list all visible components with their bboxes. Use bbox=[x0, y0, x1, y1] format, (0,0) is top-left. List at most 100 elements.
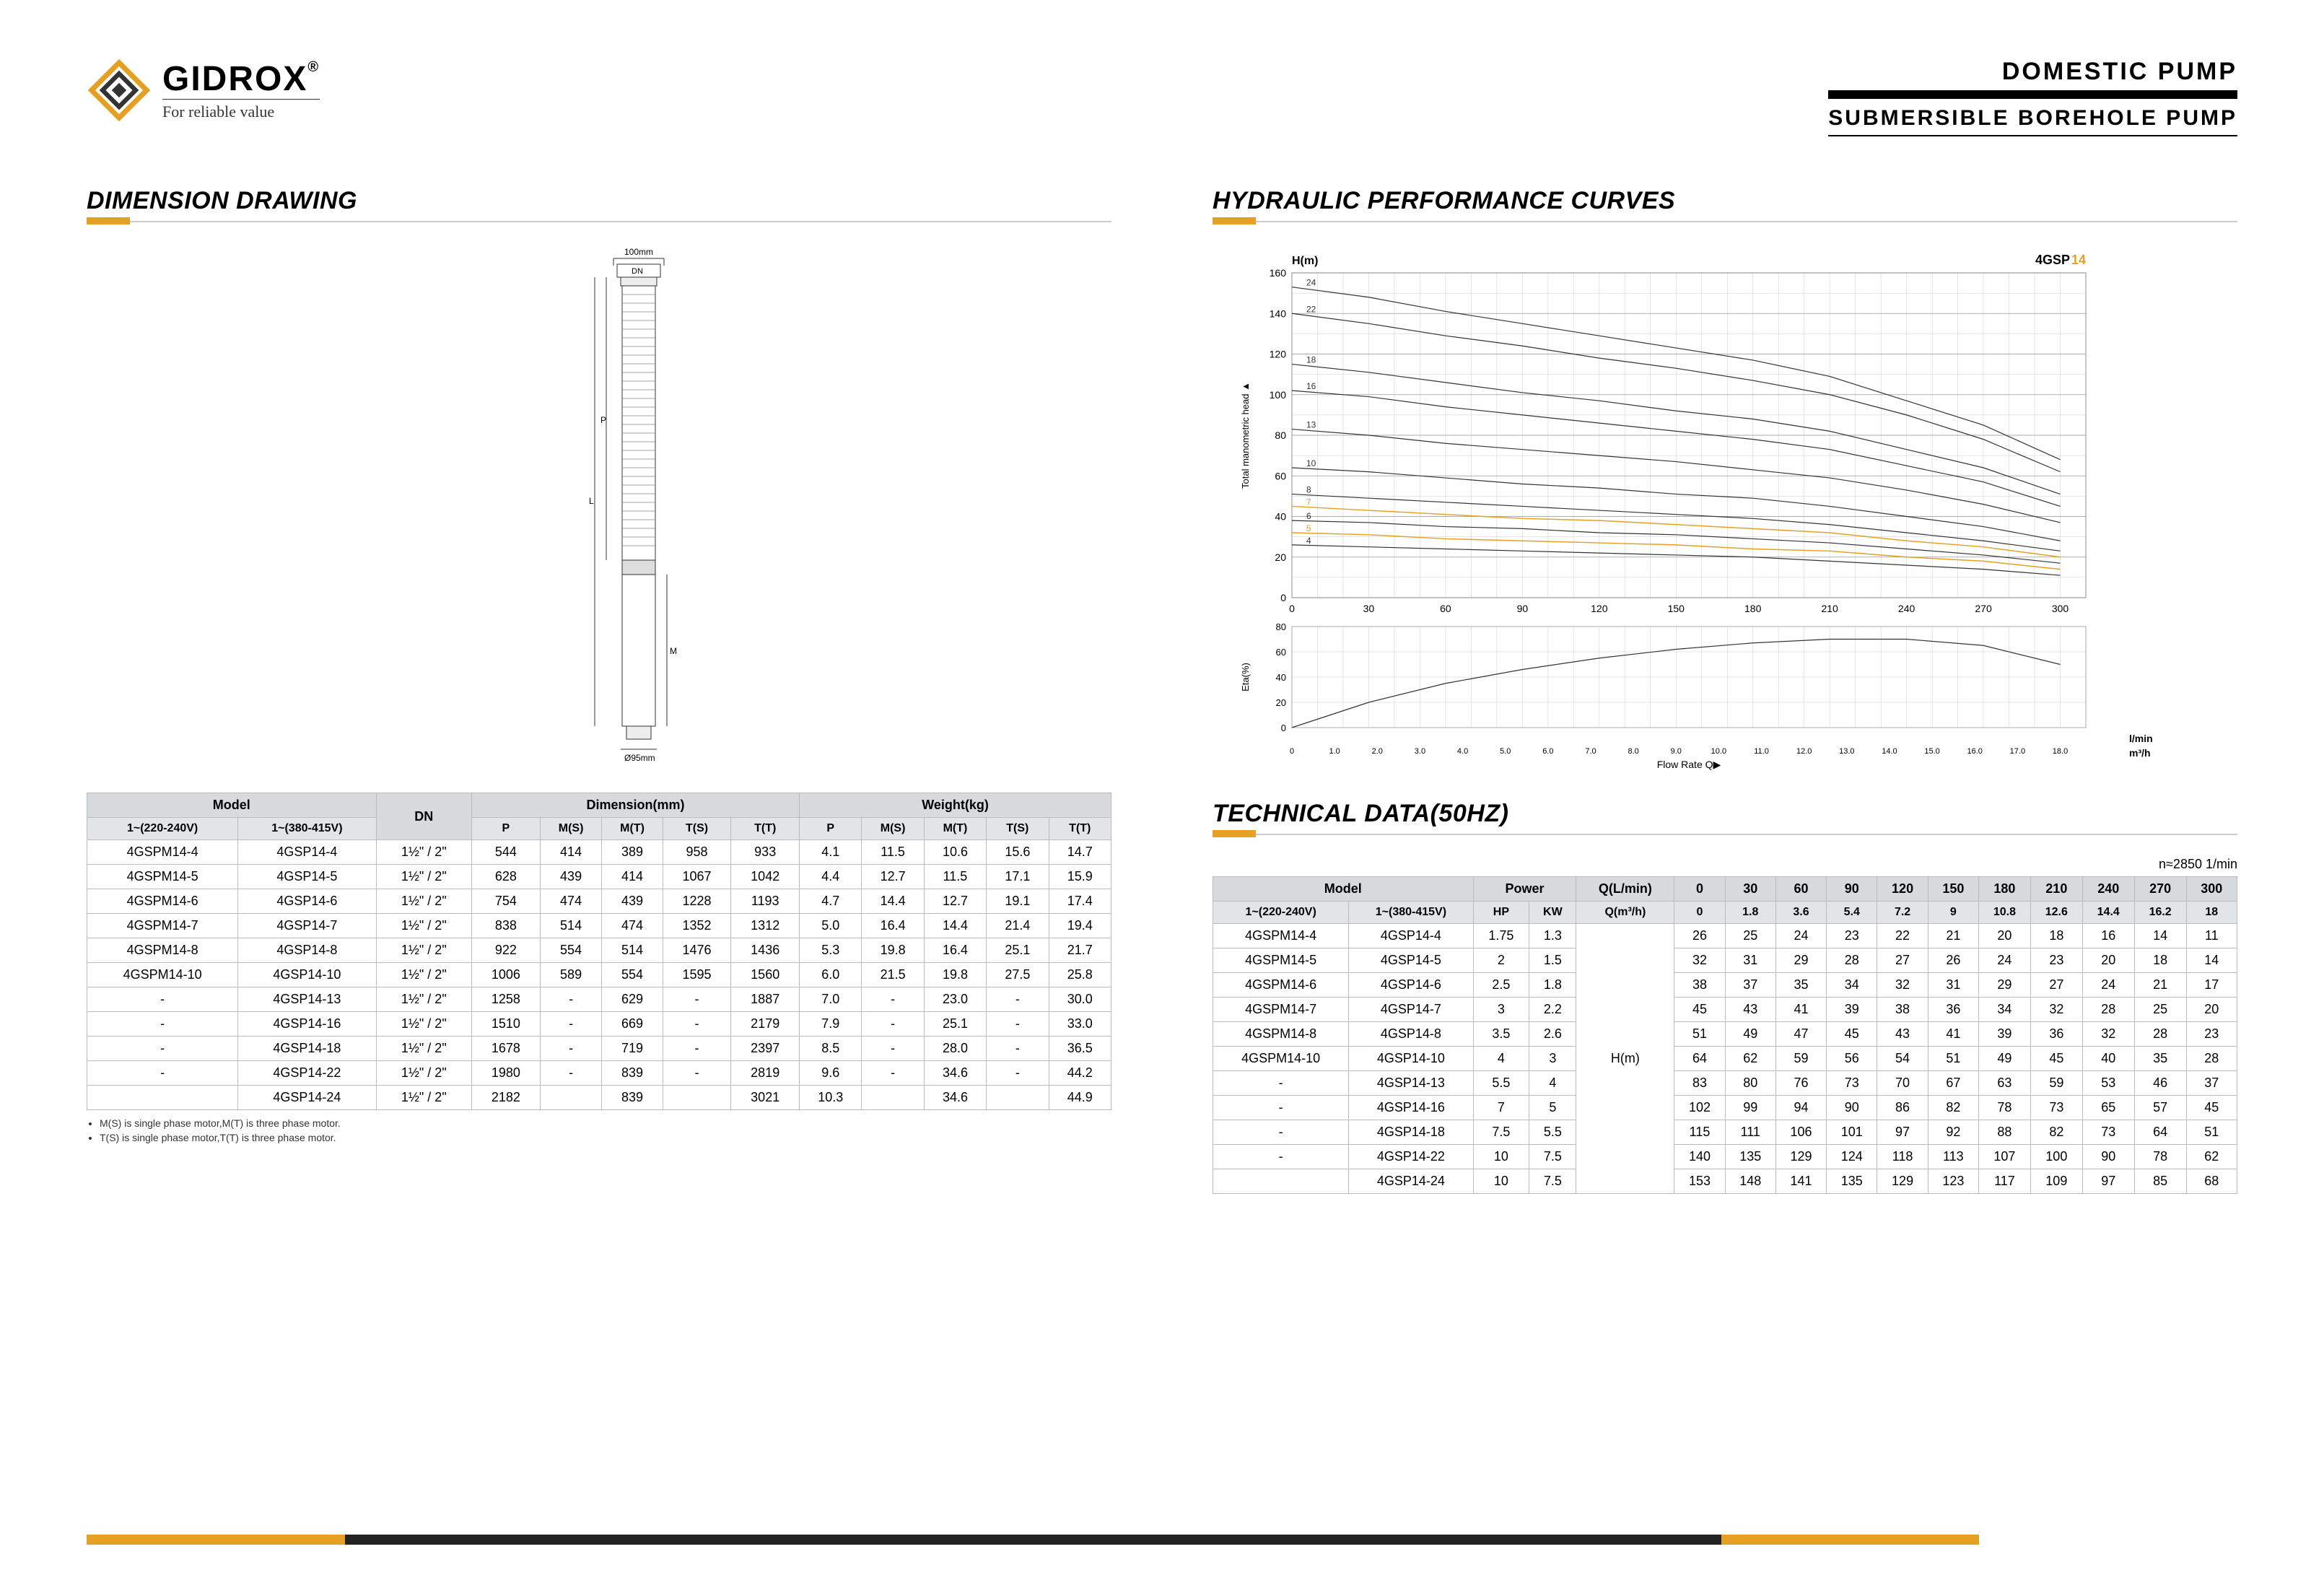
svg-text:30: 30 bbox=[1363, 603, 1375, 614]
svg-text:24: 24 bbox=[1306, 278, 1316, 288]
table-row: -4GSP14-135.548380767370676359534637 bbox=[1213, 1071, 2237, 1096]
svg-text:3.0: 3.0 bbox=[1415, 747, 1425, 756]
svg-text:7.0: 7.0 bbox=[1585, 747, 1596, 756]
svg-text:M: M bbox=[670, 646, 677, 656]
speed-note: n≈2850 1/min bbox=[1213, 857, 2237, 872]
logo: GIDROX® For reliable value bbox=[87, 58, 320, 123]
svg-text:5.0: 5.0 bbox=[1500, 747, 1511, 756]
svg-text:Eta(%): Eta(%) bbox=[1240, 663, 1251, 692]
svg-text:17.0: 17.0 bbox=[2010, 747, 2025, 756]
svg-text:0: 0 bbox=[1289, 603, 1295, 614]
svg-text:7: 7 bbox=[1306, 497, 1311, 507]
svg-text:60: 60 bbox=[1275, 470, 1286, 481]
svg-text:L: L bbox=[589, 496, 594, 506]
table-row: -4GSP14-221½" / 2"1980-839-28199.6-34.6-… bbox=[87, 1061, 1111, 1086]
svg-text:18.0: 18.0 bbox=[2053, 747, 2068, 756]
right-column: HYDRAULIC PERFORMANCE CURVES 02040608010… bbox=[1213, 180, 2237, 1194]
svg-text:60: 60 bbox=[1276, 647, 1286, 658]
title-main: DOMESTIC PUMP bbox=[1828, 58, 2237, 99]
table-row: -4GSP14-167510299949086827873655745 bbox=[1213, 1096, 2237, 1120]
table-row: 4GSPM14-74GSP14-732.24543413938363432282… bbox=[1213, 998, 2237, 1022]
svg-text:8.0: 8.0 bbox=[1628, 747, 1638, 756]
svg-text:180: 180 bbox=[1744, 603, 1762, 614]
svg-text:4.0: 4.0 bbox=[1457, 747, 1468, 756]
svg-text:60: 60 bbox=[1440, 603, 1451, 614]
svg-text:H(m): H(m) bbox=[1292, 255, 1318, 267]
table-row: 4GSPM14-84GSP14-81½" / 2"922554514147614… bbox=[87, 938, 1111, 963]
svg-text:13.0: 13.0 bbox=[1839, 747, 1854, 756]
dimension-drawing: 100mm DN P L M bbox=[87, 244, 1111, 793]
section-curves: HYDRAULIC PERFORMANCE CURVES bbox=[1213, 180, 2237, 222]
dimension-footnotes: M(S) is single phase motor,M(T) is three… bbox=[87, 1117, 1111, 1143]
svg-text:13: 13 bbox=[1306, 420, 1316, 430]
svg-text:6: 6 bbox=[1306, 511, 1311, 521]
table-row: 4GSP14-241½" / 2"2182839302110.334.644.9 bbox=[87, 1086, 1111, 1110]
label-top: 100mm bbox=[624, 247, 653, 257]
svg-text:18: 18 bbox=[1306, 355, 1316, 365]
table-row: 4GSPM14-74GSP14-71½" / 2"838514474135213… bbox=[87, 914, 1111, 938]
title-sub: SUBMERSIBLE BOREHOLE PUMP bbox=[1828, 106, 2237, 136]
svg-text:150: 150 bbox=[1668, 603, 1685, 614]
svg-text:0: 0 bbox=[1290, 747, 1294, 756]
svg-text:P: P bbox=[600, 415, 606, 425]
left-column: DIMENSION DRAWING 100mm DN P bbox=[87, 180, 1111, 1194]
table-row: 4GSPM14-54GSP14-51½" / 2"628439414106710… bbox=[87, 865, 1111, 889]
table-row: -4GSP14-131½" / 2"1258-629-18877.0-23.0-… bbox=[87, 987, 1111, 1012]
svg-text:120: 120 bbox=[1270, 349, 1287, 360]
footer-bar bbox=[87, 1535, 2237, 1545]
svg-text:9.0: 9.0 bbox=[1671, 747, 1682, 756]
svg-text:14: 14 bbox=[2071, 253, 2086, 267]
svg-text:100: 100 bbox=[1270, 389, 1287, 401]
svg-text:5: 5 bbox=[1306, 523, 1311, 533]
technical-table: Model Power Q(L/min) 0306090120150180210… bbox=[1213, 876, 2237, 1194]
svg-text:1.0: 1.0 bbox=[1329, 747, 1340, 756]
svg-text:80: 80 bbox=[1276, 621, 1286, 632]
logo-icon bbox=[87, 58, 152, 123]
svg-text:20: 20 bbox=[1275, 551, 1286, 563]
svg-text:120: 120 bbox=[1591, 603, 1608, 614]
svg-text:DN: DN bbox=[632, 267, 643, 276]
table-row: 4GSPM14-84GSP14-83.52.651494745434139363… bbox=[1213, 1022, 2237, 1047]
svg-text:14.0: 14.0 bbox=[1882, 747, 1897, 756]
table-row: -4GSP14-187.55.5115111106101979288827364… bbox=[1213, 1120, 2237, 1145]
svg-text:210: 210 bbox=[1821, 603, 1838, 614]
brand-tagline: For reliable value bbox=[162, 99, 320, 121]
svg-text:0: 0 bbox=[1280, 592, 1286, 603]
section-dimension: DIMENSION DRAWING bbox=[87, 180, 1111, 222]
svg-text:12.0: 12.0 bbox=[1796, 747, 1812, 756]
svg-text:11.0: 11.0 bbox=[1754, 747, 1769, 756]
svg-text:Total manometric head ▲: Total manometric head ▲ bbox=[1240, 382, 1251, 489]
svg-text:300: 300 bbox=[2052, 603, 2069, 614]
svg-text:240: 240 bbox=[1898, 603, 1915, 614]
header-titles: DOMESTIC PUMP SUBMERSIBLE BOREHOLE PUMP bbox=[1828, 58, 2237, 136]
svg-text:m³/h: m³/h bbox=[2129, 747, 2151, 759]
svg-text:16.0: 16.0 bbox=[1967, 747, 1983, 756]
table-row: 4GSP14-24107.515314814113512912311710997… bbox=[1213, 1169, 2237, 1194]
svg-text:4: 4 bbox=[1306, 536, 1311, 546]
svg-text:270: 270 bbox=[1975, 603, 1992, 614]
svg-text:10: 10 bbox=[1306, 458, 1316, 468]
section-technical: TECHNICAL DATA(50HZ) bbox=[1213, 793, 2237, 835]
svg-text:16: 16 bbox=[1306, 381, 1316, 391]
svg-text:8: 8 bbox=[1306, 485, 1311, 495]
performance-chart: 0204060801001201401600306090120150180210… bbox=[1213, 244, 2237, 778]
svg-text:6.0: 6.0 bbox=[1542, 747, 1553, 756]
svg-text:22: 22 bbox=[1306, 304, 1316, 314]
svg-text:40: 40 bbox=[1276, 672, 1286, 683]
table-row: 4GSPM14-64GSP14-61½" / 2"754474439122811… bbox=[87, 889, 1111, 914]
svg-text:Flow Rate Q▶: Flow Rate Q▶ bbox=[1657, 759, 1721, 770]
svg-text:4GSP: 4GSP bbox=[2035, 253, 2070, 267]
svg-text:0: 0 bbox=[1281, 723, 1286, 733]
table-row: 4GSPM14-64GSP14-62.51.838373534323129272… bbox=[1213, 973, 2237, 998]
table-row: -4GSP14-22107.51401351291241181131071009… bbox=[1213, 1145, 2237, 1169]
svg-text:15.0: 15.0 bbox=[1924, 747, 1939, 756]
svg-text:140: 140 bbox=[1270, 307, 1287, 319]
table-row: -4GSP14-161½" / 2"1510-669-21797.9-25.1-… bbox=[87, 1012, 1111, 1037]
svg-text:10.0: 10.0 bbox=[1711, 747, 1726, 756]
table-row: 4GSPM14-54GSP14-521.53231292827262423201… bbox=[1213, 948, 2237, 973]
svg-text:40: 40 bbox=[1275, 511, 1286, 523]
brand-name: GIDROX® bbox=[162, 59, 320, 99]
table-row: 4GSPM14-44GSP14-41.751.3H(m)262524232221… bbox=[1213, 924, 2237, 948]
svg-text:80: 80 bbox=[1275, 429, 1286, 441]
table-row: -4GSP14-181½" / 2"1678-719-23978.5-28.0-… bbox=[87, 1037, 1111, 1061]
